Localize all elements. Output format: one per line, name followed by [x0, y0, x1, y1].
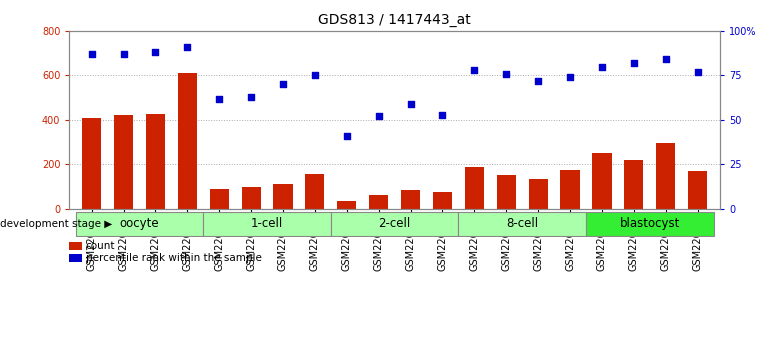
Bar: [465, 167, 484, 209]
Bar: [242, 187, 261, 209]
Text: oocyte: oocyte: [119, 217, 159, 230]
Point: [309, 73, 321, 78]
Point: [117, 51, 129, 57]
Point: [277, 82, 290, 87]
Bar: [433, 192, 452, 209]
Bar: [369, 195, 388, 209]
Text: count: count: [85, 241, 115, 251]
Text: 2-cell: 2-cell: [379, 217, 410, 230]
Bar: [69, 241, 82, 250]
Bar: [561, 170, 580, 209]
Point: [149, 50, 162, 55]
Text: development stage ▶: development stage ▶: [0, 219, 112, 229]
Point: [532, 78, 544, 83]
Text: percentile rank within the sample: percentile rank within the sample: [85, 253, 262, 263]
Title: GDS813 / 1417443_at: GDS813 / 1417443_at: [318, 13, 471, 27]
Point: [660, 57, 672, 62]
Bar: [114, 116, 133, 209]
Point: [628, 60, 640, 66]
Point: [181, 44, 193, 50]
Point: [373, 114, 385, 119]
Bar: [69, 254, 82, 262]
Bar: [146, 114, 165, 209]
Point: [596, 64, 608, 69]
Text: 1-cell: 1-cell: [251, 217, 283, 230]
Bar: [209, 189, 229, 209]
Text: blastocyst: blastocyst: [620, 217, 680, 230]
Bar: [178, 73, 197, 209]
Bar: [497, 175, 516, 209]
Point: [691, 69, 704, 75]
Point: [500, 71, 512, 77]
Bar: [592, 153, 611, 209]
Bar: [586, 212, 714, 236]
Point: [437, 112, 449, 117]
Point: [245, 94, 257, 100]
Bar: [688, 171, 707, 209]
Point: [468, 67, 480, 73]
Bar: [203, 212, 331, 236]
Bar: [75, 212, 203, 236]
Bar: [273, 184, 293, 209]
Text: 8-cell: 8-cell: [506, 217, 538, 230]
Bar: [656, 143, 675, 209]
Point: [340, 133, 353, 139]
Point: [404, 101, 417, 107]
Bar: [306, 174, 324, 209]
Bar: [624, 160, 644, 209]
Point: [213, 96, 226, 101]
Bar: [401, 190, 420, 209]
Bar: [458, 212, 586, 236]
Point: [564, 75, 576, 80]
Bar: [82, 118, 101, 209]
Point: [85, 51, 98, 57]
Bar: [528, 179, 547, 209]
Bar: [331, 212, 458, 236]
Bar: [337, 201, 357, 209]
